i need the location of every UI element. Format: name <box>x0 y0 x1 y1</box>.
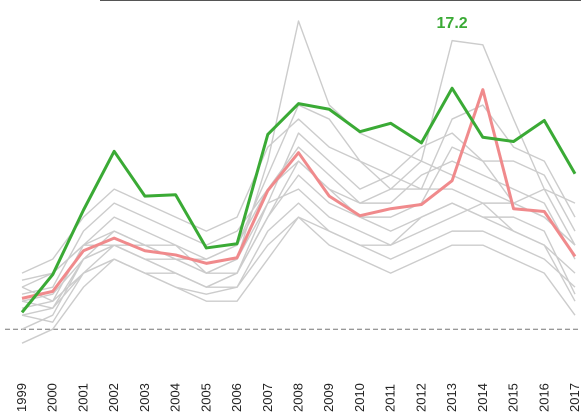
data-label: 17.2 <box>437 15 468 32</box>
x-tick-label: 2002 <box>106 383 121 412</box>
x-tick-label: 2013 <box>444 383 459 412</box>
series-line <box>21 188 576 316</box>
x-tick-label: 2015 <box>506 383 521 412</box>
x-tick-label: 2012 <box>413 383 428 412</box>
series-line <box>20 86 577 314</box>
series-line <box>21 216 576 316</box>
x-tick-label: 2006 <box>229 383 244 412</box>
x-tick-label: 2011 <box>383 384 398 412</box>
series-line <box>21 146 576 295</box>
x-tick-label: 2003 <box>137 383 152 412</box>
series-line <box>21 118 576 274</box>
series-line <box>21 202 576 344</box>
x-tick-label: 2001 <box>75 383 90 412</box>
x-tick-label: 2004 <box>168 383 183 412</box>
x-tick-label: 2008 <box>291 383 306 412</box>
x-tick-label: 2010 <box>352 383 367 412</box>
x-tick-label: 2005 <box>198 383 213 412</box>
x-tick-label: 2014 <box>475 383 490 412</box>
x-tick-label: 2000 <box>45 383 60 412</box>
series-line <box>21 20 576 309</box>
x-tick-label: 2009 <box>321 383 336 412</box>
x-tick-label: 2017 <box>567 383 581 412</box>
x-tick-label: 2016 <box>536 383 551 412</box>
x-tick-label: 1999 <box>14 383 29 412</box>
series-line <box>21 88 577 300</box>
x-tick-label: 2007 <box>260 383 275 412</box>
